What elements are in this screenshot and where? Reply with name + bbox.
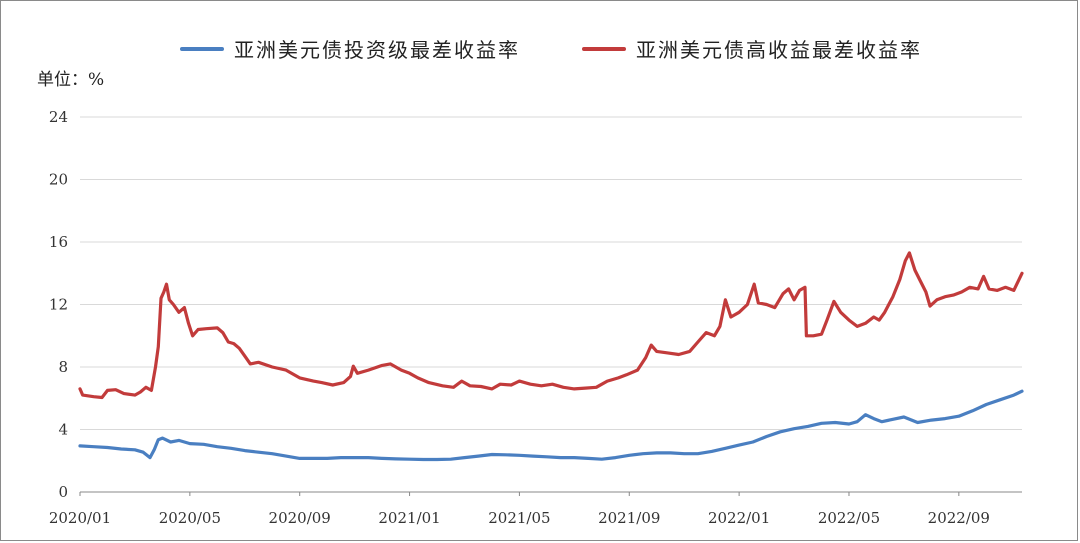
chart-legend: 亚洲美元债投资级最差收益率 亚洲美元债高收益最差收益率 [0,34,1080,64]
y-tick-label: 0 [58,483,68,501]
series-line-high-yield [78,251,1024,400]
legend-swatch-red [582,46,626,51]
legend-label-high-yield: 亚洲美元债高收益最差收益率 [636,38,922,62]
legend-item-investment-grade: 亚洲美元债投资级最差收益率 [180,34,520,63]
x-tick-label: 2021/01 [378,509,440,527]
unit-label: 单位：% [37,70,105,90]
y-tick-label: 20 [49,171,68,189]
legend-swatch-blue [180,46,224,51]
legend-item-high-yield: 亚洲美元债高收益最差收益率 [582,34,922,63]
x-tick-label: 2022/05 [818,509,880,527]
x-tick-label: 2022/01 [708,509,770,527]
y-tick-label: 16 [49,233,68,251]
series-line-investment-grade [78,389,1024,462]
y-tick-label: 4 [58,421,68,439]
x-tick-label: 2020/05 [159,509,221,527]
x-tick-label: 2020/09 [269,509,331,527]
x-tick-label: 2020/01 [49,509,111,527]
y-tick-label: 24 [49,108,68,126]
y-tick-label: 12 [49,296,68,314]
x-tick-label: 2022/09 [928,509,990,527]
legend-label-investment-grade: 亚洲美元债投资级最差收益率 [234,38,520,62]
x-tick-label: 2021/09 [598,509,660,527]
x-tick-label: 2021/05 [488,509,550,527]
y-tick-label: 8 [58,358,68,376]
